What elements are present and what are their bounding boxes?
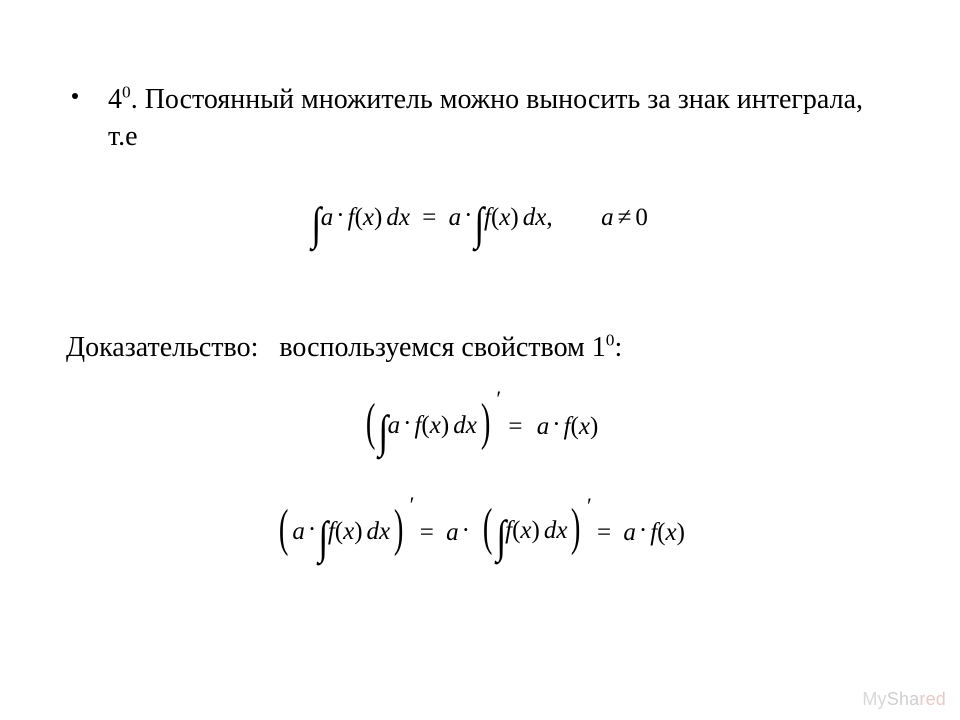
- slide: 40. Постоянный множитель можно выносить …: [0, 0, 960, 720]
- p1-f2: f: [564, 413, 571, 440]
- p2-eq2: =: [597, 519, 611, 546]
- prime-icon-2a: ′: [410, 492, 415, 518]
- proof-label: Доказательство:: [66, 332, 258, 363]
- sym-eq: =: [422, 204, 436, 231]
- watermark-my: My: [862, 689, 886, 709]
- sym-dx2: dx: [523, 204, 547, 231]
- watermark-red: red: [919, 689, 946, 709]
- p2-f: f: [328, 518, 335, 545]
- bullet-marker-icon: [72, 93, 78, 99]
- p2-a3: a: [623, 519, 636, 546]
- p2-dx2: dx: [544, 517, 568, 544]
- proof-line: Доказательство: воспользуемся свойством …: [66, 332, 622, 364]
- sym-a: a: [321, 204, 334, 231]
- bullet-text: 40. Постоянный множитель можно выносить …: [108, 82, 888, 156]
- formula-proof-1: (∫a·f(x)dx) ′ = a·f(x): [0, 410, 960, 446]
- p2-x2: x: [520, 517, 531, 544]
- formula-proof-1-math: (∫a·f(x)dx) ′ = a·f(x): [362, 413, 599, 440]
- sym-x2: x: [499, 204, 510, 231]
- p2-a: a: [292, 518, 305, 545]
- formula-proof-2: (a·∫f(x)dx) ′ = a· (∫f(x)dx) ′ = a·f(x): [0, 516, 960, 552]
- p2-x3: x: [665, 519, 676, 546]
- watermark-sha: Sha: [887, 689, 920, 709]
- formula-main: ∫a·f(x)dx = a·∫f(x)dx, a≠0: [0, 202, 960, 238]
- p1-a: a: [388, 412, 401, 439]
- sym-neq: ≠: [618, 204, 632, 231]
- bullet-superscript: 0: [122, 83, 131, 102]
- sym-a2: a: [449, 204, 462, 231]
- deriv-group-1: (∫a·f(x)dx) ′: [362, 410, 494, 446]
- p1-dx: dx: [453, 412, 477, 439]
- p1-x2: x: [579, 413, 590, 440]
- sym-comma: ,: [546, 204, 552, 231]
- deriv-group-2a: (a·∫f(x)dx) ′: [275, 516, 407, 552]
- bullet-item: 40. Постоянный множитель можно выносить …: [88, 82, 888, 156]
- watermark: MyShared: [862, 689, 946, 710]
- prime-icon: ′: [496, 386, 501, 412]
- sym-zero: 0: [635, 204, 648, 231]
- p1-x: x: [430, 412, 441, 439]
- sym-f: f: [348, 204, 355, 231]
- formula-main-math: ∫a·f(x)dx = a·∫f(x)dx, a≠0: [312, 204, 648, 231]
- p2-dx: dx: [367, 518, 391, 545]
- proof-text: воспользуемся свойством 1: [279, 332, 605, 363]
- sym-f2: f: [484, 204, 491, 231]
- p2-a2: a: [446, 519, 459, 546]
- bullet-number: 4: [108, 84, 122, 115]
- sym-a3: a: [601, 204, 614, 231]
- sym-x: x: [363, 204, 374, 231]
- bullet-rest: . Постоянный множитель можно выносить за…: [108, 84, 863, 152]
- deriv-group-2b: (∫f(x)dx) ′: [479, 517, 585, 551]
- prime-icon-2b: ′: [587, 493, 592, 519]
- formula-proof-2-math: (a·∫f(x)dx) ′ = a· (∫f(x)dx) ′ = a·f(x): [275, 519, 685, 546]
- p2-eq1: =: [420, 519, 434, 546]
- p1-eq: =: [508, 413, 522, 440]
- proof-colon: :: [614, 332, 622, 363]
- p2-x: x: [343, 518, 354, 545]
- sym-dx: dx: [386, 204, 410, 231]
- p1-a2: a: [537, 413, 550, 440]
